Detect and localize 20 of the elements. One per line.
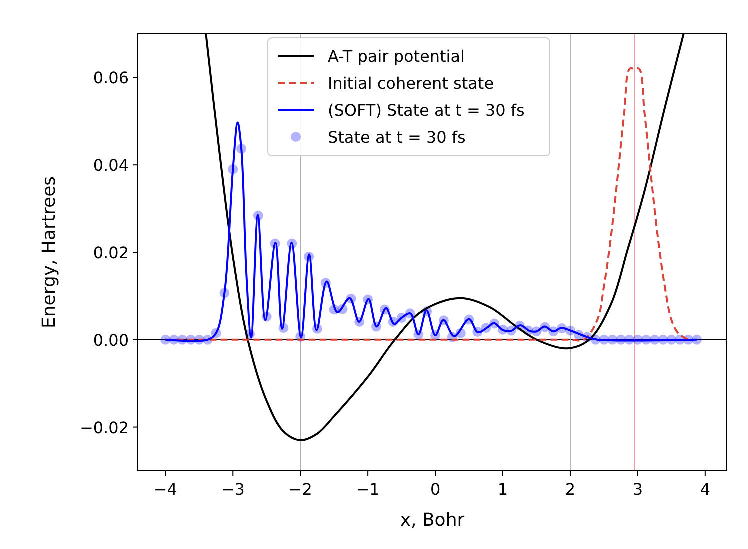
x-tick-label: −4 (154, 480, 178, 499)
legend-label: (SOFT) State at t = 30 fs (328, 101, 525, 120)
y-tick-label: 0.04 (93, 156, 129, 176)
x-tick-label: −3 (221, 480, 245, 499)
x-tick-label: 4 (700, 480, 711, 499)
y-axis-title: Energy, Hartrees (39, 176, 60, 329)
y-tick-label: −0.02 (80, 418, 129, 438)
y-tick-label: 0.06 (93, 68, 129, 88)
x-tick-label: 0 (430, 480, 441, 499)
x-axis-title: x, Bohr (400, 510, 466, 531)
x-tick-label: −1 (356, 480, 380, 499)
x-tick-label: 1 (498, 480, 508, 499)
y-tick-label: 0.02 (93, 244, 129, 262)
x-tick-label: 2 (565, 480, 576, 499)
x-tick-label: −2 (288, 480, 312, 499)
legend-label: State at t = 30 fs (328, 128, 466, 147)
y-tick-label: 0.00 (93, 330, 129, 350)
legend-label: Initial coherent state (328, 74, 494, 93)
legend-label: A-T pair potential (328, 47, 465, 66)
x-tick-label: 3 (632, 480, 644, 499)
